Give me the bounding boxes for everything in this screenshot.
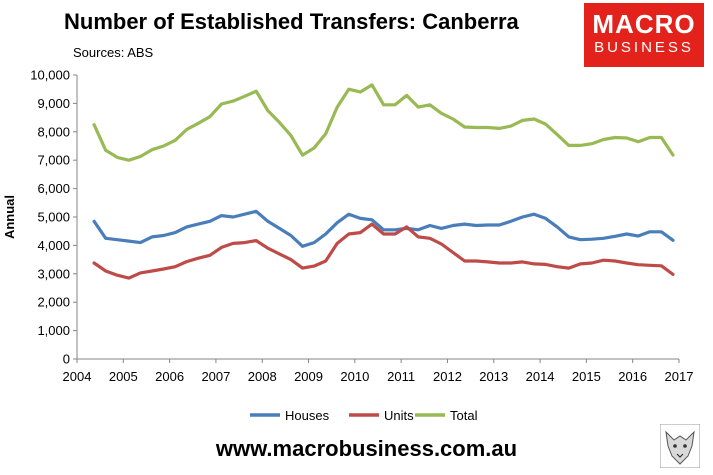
series-line-total <box>92 83 675 162</box>
legend-label-total: Total <box>450 408 478 423</box>
x-tick-label: 2009 <box>294 369 323 384</box>
y-tick-label: 6,000 <box>37 181 70 196</box>
y-tick-label: 9,000 <box>37 96 70 111</box>
legend-label-houses: Houses <box>285 408 330 423</box>
wolf-mascot-icon <box>660 424 700 468</box>
series-line-units <box>92 222 675 280</box>
chart-title: Number of Established Transfers: Canberr… <box>64 9 519 34</box>
legend-label-units: Units <box>384 408 414 423</box>
chart-source: Sources: ABS <box>73 45 154 60</box>
y-tick-label: 0 <box>63 352 70 367</box>
legend: Houses Units Total <box>250 408 478 423</box>
series-line-houses <box>92 209 675 248</box>
x-tick-label: 2008 <box>248 369 277 384</box>
y-tick-label: 7,000 <box>37 153 70 168</box>
x-tick-label: 2013 <box>479 369 508 384</box>
logo-line-2: BUSINESS <box>594 39 694 56</box>
x-tick-label: 2006 <box>155 369 184 384</box>
x-tick-label: 2011 <box>387 369 415 384</box>
x-tick-label: 2017 <box>665 369 694 384</box>
y-axis: 0 1,000 2,000 3,000 4,000 5,000 6,000 7,000 8,00… <box>30 68 78 367</box>
y-axis-label: Annual <box>2 195 17 239</box>
x-tick-label: 2012 <box>433 369 462 384</box>
x-tick-label: 2015 <box>572 369 601 384</box>
y-tick-label: 3,000 <box>37 266 70 281</box>
x-tick-label: 2016 <box>618 369 647 384</box>
x-tick-label: 2004 <box>63 369 92 384</box>
macrobusiness-logo: MACRO BUSINESS <box>584 3 704 67</box>
y-tick-label: 5,000 <box>37 210 70 225</box>
logo-line-1: MACRO <box>592 9 696 39</box>
x-tick-label: 2010 <box>340 369 369 384</box>
plot-lines <box>92 83 675 280</box>
y-tick-label: 1,000 <box>37 323 70 338</box>
x-axis: 2004 2005 2006 2007 2008 2009 2010 2011 2012 2013… <box>63 358 694 384</box>
website-url: www.macrobusiness.com.au <box>215 436 518 461</box>
x-tick-label: 2007 <box>201 369 230 384</box>
y-tick-label: 8,000 <box>37 124 70 139</box>
y-tick-label: 2,000 <box>37 295 70 310</box>
y-tick-label: 4,000 <box>37 238 70 253</box>
y-tick-label: 10,000 <box>30 68 70 83</box>
x-tick-label: 2005 <box>109 369 138 384</box>
x-tick-label: 2014 <box>526 369 555 384</box>
